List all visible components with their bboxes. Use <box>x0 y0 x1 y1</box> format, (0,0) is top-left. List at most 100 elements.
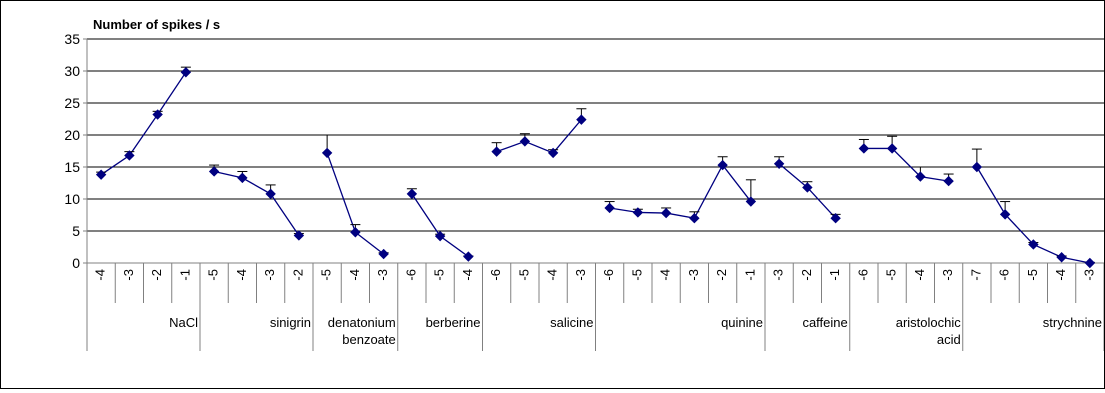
series-line <box>100 71 187 176</box>
x-tick-label: -2 <box>290 269 305 281</box>
data-point <box>180 67 192 78</box>
x-tick-label: -1 <box>742 269 757 281</box>
data-point <box>971 161 983 173</box>
y-tick-label: 5 <box>72 223 80 239</box>
x-tick-label: -4 <box>658 269 673 281</box>
data-point <box>604 202 615 214</box>
data-point <box>830 212 841 224</box>
group-label: salicine <box>550 315 593 330</box>
data-point <box>632 207 644 218</box>
x-tick-label: -3 <box>686 269 701 281</box>
x-tick-label: -6 <box>855 269 870 281</box>
data-point <box>293 230 305 241</box>
data-point <box>660 207 672 219</box>
x-tick-label: -3 <box>1081 269 1096 281</box>
y-tick-label: 20 <box>64 127 80 143</box>
group-label: aristolochic <box>896 315 962 330</box>
x-tick-label: -3 <box>121 269 136 281</box>
x-tick-label: -5 <box>206 269 221 281</box>
data-point <box>406 188 418 200</box>
data-point <box>1084 257 1096 269</box>
data-point <box>1028 239 1039 250</box>
group-label: berberine <box>426 315 481 330</box>
group-label: quinine <box>721 315 763 330</box>
x-tick-label: -6 <box>488 269 503 281</box>
x-tick-label: -4 <box>347 269 362 281</box>
group-label: NaCl <box>169 315 198 330</box>
x-tick-label: -2 <box>799 269 814 281</box>
data-point <box>491 146 502 157</box>
y-tick-label: 35 <box>64 31 80 47</box>
data-point <box>237 172 248 184</box>
data-point <box>1056 252 1067 263</box>
data-point <box>915 171 926 182</box>
series-line <box>609 163 752 219</box>
y-tick-label: 0 <box>72 255 80 271</box>
y-tick-label: 30 <box>64 63 80 79</box>
data-point <box>999 209 1011 220</box>
chart-title: Number of spikes / s <box>93 17 220 32</box>
data-point <box>773 158 785 170</box>
data-point <box>858 143 870 154</box>
x-tick-label: -4 <box>912 269 927 281</box>
group-label: strychnine <box>1043 315 1102 330</box>
x-tick-label: -4 <box>1053 269 1068 281</box>
data-point <box>152 109 163 120</box>
x-tick-label: -6 <box>997 269 1012 281</box>
x-tick-label: -7 <box>968 269 983 281</box>
data-point <box>434 230 446 242</box>
y-tick-label: 15 <box>64 159 80 175</box>
data-point <box>321 147 333 159</box>
x-tick-label: -3 <box>940 269 955 281</box>
group-label: benzoate <box>342 332 396 347</box>
data-point <box>95 169 107 180</box>
y-tick-label: 25 <box>64 95 80 111</box>
data-point <box>547 147 559 159</box>
series-line <box>213 170 300 236</box>
x-tick-label: -4 <box>460 269 475 281</box>
x-tick-label: -3 <box>771 269 786 281</box>
x-tick-label: -5 <box>884 269 899 281</box>
data-point <box>124 150 135 161</box>
x-tick-label: -4 <box>545 269 560 281</box>
data-point <box>463 251 474 262</box>
x-tick-label: -1 <box>827 269 842 281</box>
x-tick-label: -5 <box>516 269 531 281</box>
data-point <box>208 166 220 177</box>
x-tick-label: -3 <box>262 269 277 281</box>
group-label: denatonium <box>328 315 396 330</box>
x-tick-label: -6 <box>403 269 418 281</box>
data-point <box>802 182 813 193</box>
data-point <box>519 136 531 147</box>
x-tick-label: -5 <box>319 269 334 281</box>
group-label: caffeine <box>802 315 847 330</box>
series-line <box>326 152 385 255</box>
x-tick-label: -3 <box>375 269 390 281</box>
x-tick-label: -4 <box>234 269 249 281</box>
data-point <box>886 143 898 154</box>
data-point <box>745 196 757 207</box>
group-label: acid <box>937 332 961 347</box>
series-line <box>863 147 949 182</box>
y-tick-label: 10 <box>64 191 80 207</box>
x-tick-label: -5 <box>629 269 644 281</box>
data-point <box>689 212 700 224</box>
x-tick-label: -4 <box>93 269 108 281</box>
x-tick-label: -3 <box>573 269 588 281</box>
x-tick-label: -5 <box>1025 269 1040 281</box>
data-point <box>717 159 728 171</box>
data-point <box>576 114 587 125</box>
group-label: sinigrin <box>270 315 311 330</box>
x-tick-label: -2 <box>714 269 729 281</box>
data-point <box>378 248 389 260</box>
x-tick-label: -6 <box>601 269 616 281</box>
data-point <box>265 188 276 200</box>
data-point <box>943 175 954 187</box>
series-line <box>411 193 469 258</box>
x-tick-label: -2 <box>149 269 164 281</box>
x-tick-label: -5 <box>432 269 447 281</box>
series-line <box>496 119 582 154</box>
x-tick-label: -1 <box>177 269 192 281</box>
